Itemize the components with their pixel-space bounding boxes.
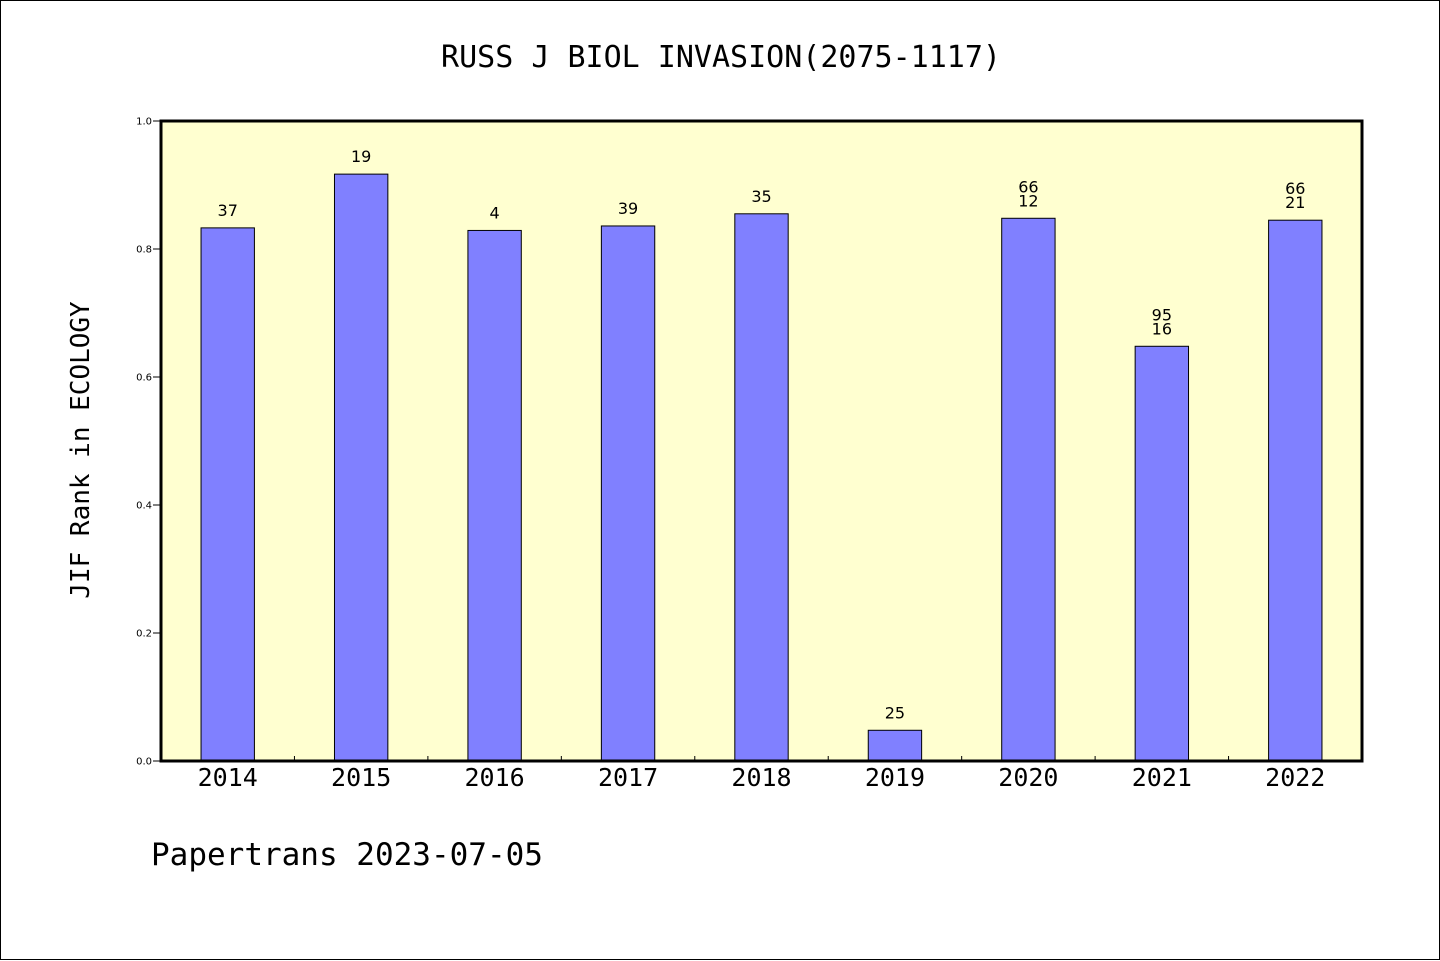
- data-label-2017-1: 39: [618, 199, 638, 218]
- data-label-2022-1: 66: [1285, 179, 1305, 198]
- x-tick-label-2015: 2015: [331, 763, 391, 792]
- y-tick-label-0.8: 0.8: [136, 245, 152, 256]
- bar-2019: [867, 729, 923, 762]
- x-tick-label-2016: 2016: [465, 763, 525, 792]
- data-label-2021-1: 95: [1152, 305, 1172, 324]
- y-tick-label-1.0: 1.0: [136, 117, 152, 128]
- bar-2018: [734, 213, 789, 762]
- x-axis-ticks: 2014 2015 2016 2017 2018 2019 2020 2021 2022: [198, 756, 1325, 792]
- data-label-2016-1: 4: [490, 203, 500, 222]
- y-tick-label-0.6: 0.6: [136, 373, 152, 384]
- bar-2020: [1001, 217, 1056, 762]
- data-label-2015-1: 19: [351, 147, 371, 166]
- x-tick-label-2020: 2020: [998, 763, 1058, 792]
- data-label-2020-1: 66: [1018, 177, 1038, 196]
- bar-2016: [467, 229, 522, 762]
- y-axis-ticks: 0.0 0.2 0.4 0.6 0.8 1.0: [136, 117, 161, 768]
- x-tick-label-2019: 2019: [865, 763, 925, 792]
- data-label-2018-1: 35: [751, 187, 771, 206]
- chart-title: RUSS J BIOL INVASION(2075-1117): [441, 40, 1001, 75]
- x-tick-label-2017: 2017: [598, 763, 658, 792]
- y-tick-label-0.4: 0.4: [136, 501, 152, 512]
- bar-2017: [600, 225, 656, 762]
- bar-2021: [1134, 345, 1190, 762]
- x-tick-label-2022: 2022: [1265, 763, 1325, 792]
- data-label-2022-2: 21: [1285, 193, 1305, 212]
- data-label-2021-2: 16: [1152, 319, 1172, 338]
- bar-2015: [333, 173, 389, 762]
- x-tick-label-2018: 2018: [731, 763, 791, 792]
- bars-layer: [200, 173, 1323, 762]
- y-tick-label-0.0: 0.0: [136, 757, 152, 768]
- y-tick-label-0.2: 0.2: [136, 629, 152, 640]
- data-label-2020-2: 12: [1018, 191, 1038, 210]
- y-axis-label: JIF Rank in ECOLOGY: [66, 301, 96, 599]
- bar-2022: [1268, 219, 1323, 762]
- x-tick-label-2014: 2014: [198, 763, 258, 792]
- x-tick-label-2021: 2021: [1132, 763, 1192, 792]
- data-label-2014-1: 37: [218, 201, 238, 220]
- bar-2014: [200, 227, 255, 762]
- footer-credit: Papertrans 2023-07-05: [151, 837, 543, 873]
- plot-border: [159, 119, 1364, 763]
- data-label-2019-1: 25: [885, 703, 905, 722]
